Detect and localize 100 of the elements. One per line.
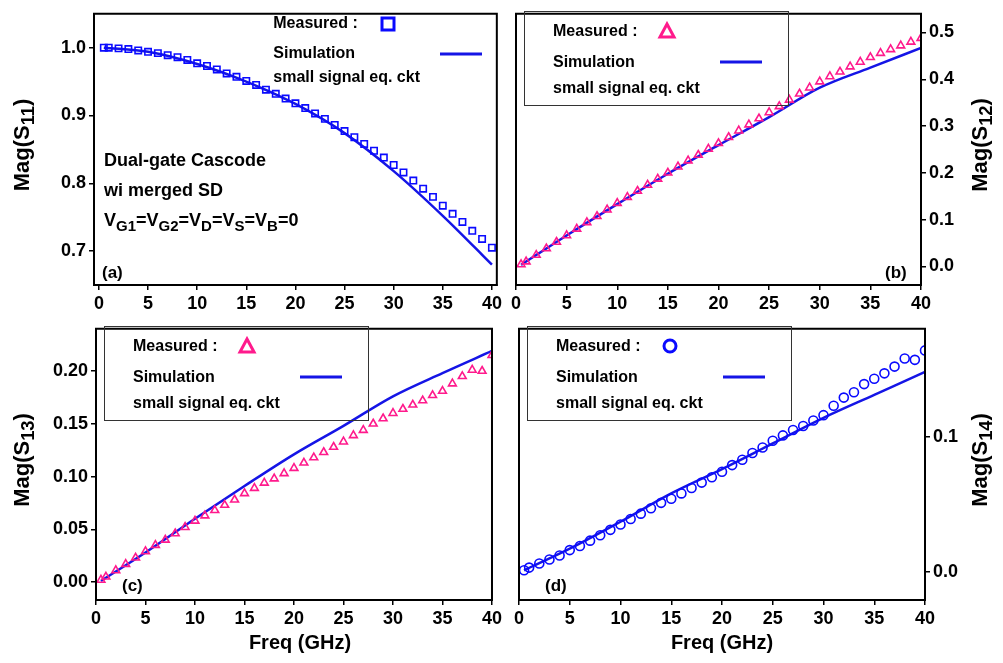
- x-tick-label: 40: [481, 607, 502, 628]
- x-tick-label: 20: [708, 292, 729, 313]
- y2-tick-label: 0.1: [933, 425, 959, 446]
- point: [561, 230, 572, 239]
- point: [848, 386, 860, 398]
- point: [388, 407, 398, 417]
- point: [594, 529, 606, 541]
- point: [787, 424, 799, 436]
- x-tick-label: 25: [333, 607, 354, 628]
- point: [734, 125, 744, 134]
- point: [249, 482, 260, 492]
- point: [726, 459, 738, 471]
- point: [124, 45, 133, 54]
- point: [269, 473, 279, 482]
- y-tick-label: 0.7: [60, 240, 86, 261]
- point: [825, 71, 835, 80]
- y2-tick-label: 0.3: [929, 114, 955, 135]
- point: [808, 415, 819, 426]
- point: [655, 497, 667, 509]
- x-tick-label: 10: [187, 292, 208, 313]
- point: [239, 488, 250, 497]
- point: [319, 446, 329, 456]
- point: [173, 53, 182, 62]
- point: [368, 418, 378, 427]
- x-tick-label: 15: [234, 607, 255, 628]
- text: V$_{G1}$=V$_{G2}$=V$_{D}$=V$_{S}$=V$_{B}$=0: [104, 210, 299, 234]
- point: [615, 519, 626, 530]
- annotation: Dual-gate Cascode: [104, 150, 267, 171]
- point: [437, 385, 448, 395]
- point: [875, 47, 886, 57]
- point: [467, 364, 477, 374]
- x-tick-label: 0: [90, 607, 102, 628]
- point: [203, 62, 211, 70]
- point: [309, 452, 319, 461]
- point: [845, 61, 855, 70]
- x-tick-label: 0: [510, 292, 522, 313]
- point: [574, 540, 586, 552]
- point: [252, 81, 261, 89]
- point: [427, 389, 438, 399]
- point: [744, 119, 754, 128]
- y2-tick-label: 0.1: [929, 208, 955, 229]
- point: [625, 513, 636, 525]
- point: [784, 94, 795, 103]
- point: [521, 256, 531, 265]
- point: [899, 353, 910, 364]
- x-tick-label: 35: [864, 607, 885, 628]
- point: [523, 562, 535, 573]
- x-tick-label: 40: [914, 607, 936, 628]
- point: [144, 47, 153, 56]
- legend-label: Simulation small signal eq. ckt: [556, 367, 703, 413]
- point: [183, 55, 192, 64]
- point: [150, 539, 161, 549]
- point: [879, 368, 890, 379]
- point: [605, 524, 616, 536]
- x-tick-label: 30: [813, 607, 834, 628]
- point: [564, 544, 576, 556]
- x-tick-label: 30: [382, 607, 404, 628]
- point: [487, 243, 496, 252]
- legend-label: Measured :: [556, 336, 641, 356]
- x-tick-label: 5: [143, 292, 154, 313]
- point: [389, 161, 398, 169]
- annotation: (d): [545, 576, 567, 596]
- point: [747, 447, 758, 459]
- point: [889, 361, 900, 372]
- point: [516, 259, 526, 268]
- point: [458, 217, 467, 226]
- point: [448, 209, 457, 218]
- point: [229, 494, 240, 503]
- point: [622, 191, 633, 201]
- point: [378, 413, 388, 422]
- y2-tick-label: 0.4: [929, 68, 955, 89]
- point: [602, 204, 612, 213]
- x-tick-label: 10: [610, 607, 631, 628]
- point: [706, 471, 718, 483]
- point: [572, 223, 582, 232]
- point: [399, 168, 408, 177]
- point: [271, 89, 280, 98]
- point: [868, 373, 880, 385]
- point: [767, 435, 779, 447]
- point: [551, 236, 562, 246]
- x-tick-label: 40: [481, 292, 502, 313]
- point: [140, 546, 151, 555]
- annotation: (a): [102, 263, 123, 283]
- point: [134, 46, 143, 55]
- point: [242, 76, 251, 85]
- point: [804, 82, 815, 91]
- point: [478, 234, 487, 243]
- point: [99, 43, 108, 52]
- point: [340, 127, 349, 136]
- point: [289, 462, 299, 472]
- point: [409, 176, 418, 185]
- point: [531, 249, 541, 259]
- point: [153, 49, 162, 58]
- point: [696, 477, 707, 488]
- legend-label: Measured :: [273, 13, 358, 33]
- point: [519, 565, 530, 576]
- point: [299, 457, 309, 466]
- point: [632, 185, 643, 195]
- x-tick-label: 25: [334, 292, 355, 313]
- point: [114, 44, 123, 53]
